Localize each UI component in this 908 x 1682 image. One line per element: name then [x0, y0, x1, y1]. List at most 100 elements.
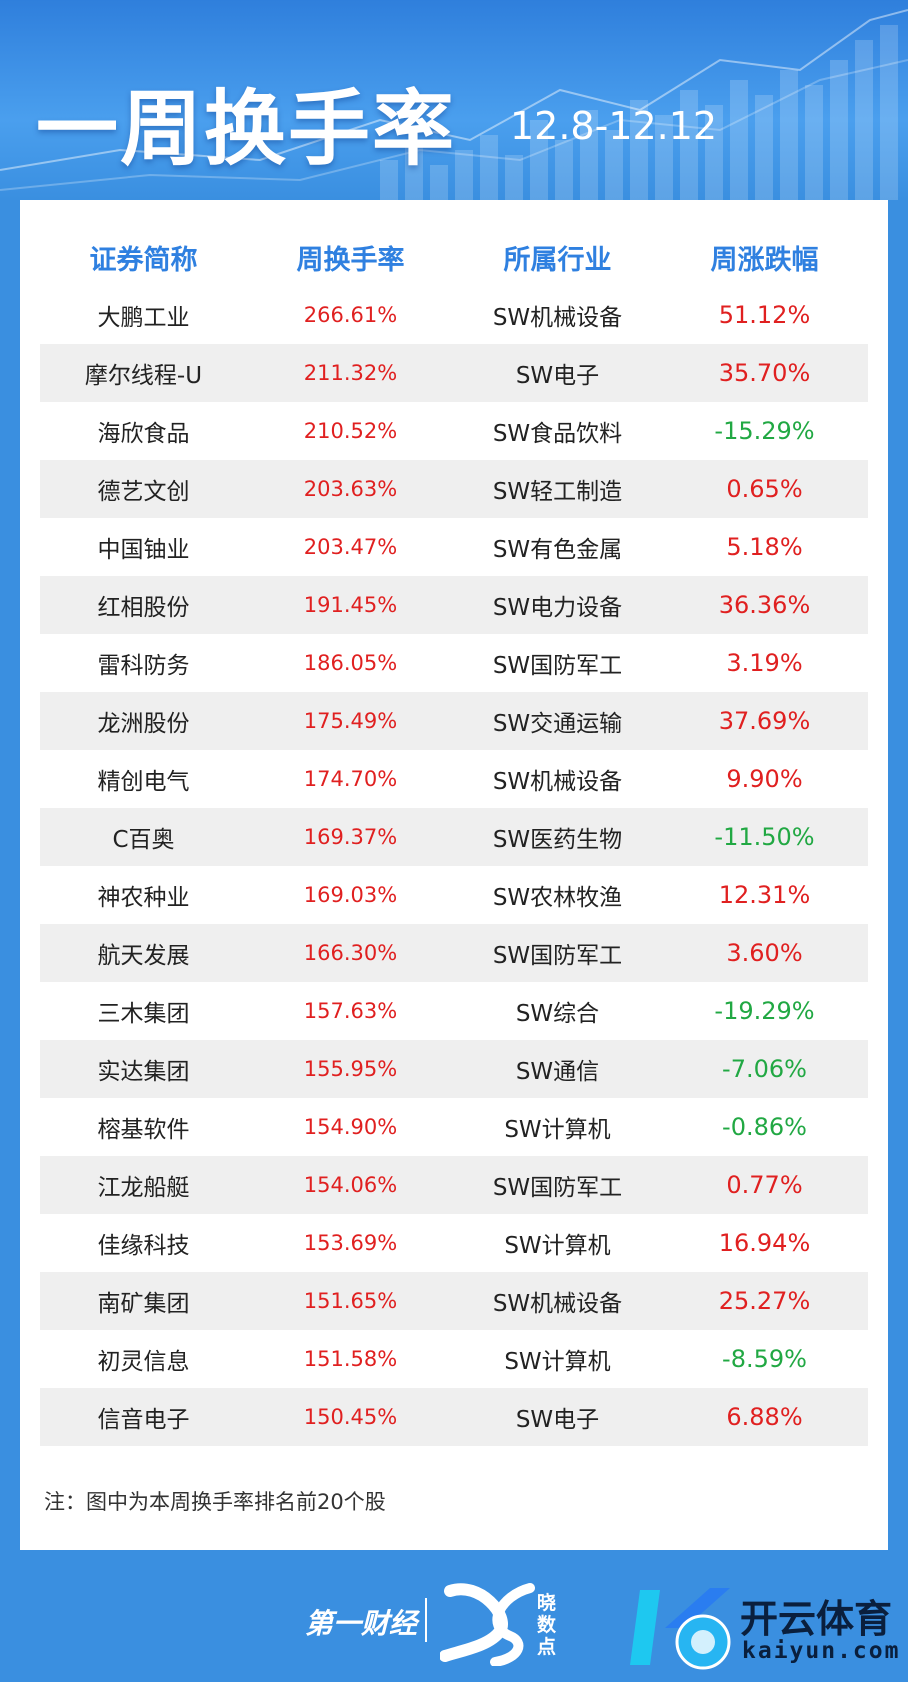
cell-change: -8.59%: [722, 1345, 807, 1373]
footer-divider: [425, 1598, 427, 1642]
cell-turnover: 154.06%: [303, 1173, 398, 1197]
yicai-logo: 第一财经: [305, 1607, 418, 1640]
cell-industry: SW计算机: [504, 1349, 611, 1375]
column-header-name: 证券简称: [89, 244, 198, 276]
cell-change: 3.19%: [726, 649, 803, 677]
cell-industry: SW国防军工: [492, 1175, 623, 1201]
cell-change: -15.29%: [714, 417, 815, 445]
cell-stock-name: 信音电子: [97, 1407, 190, 1433]
turnover-table: 证券简称 周换手率 所属行业 周涨跌幅 大鹏工业 266.61% SW机械设备 51.…: [40, 228, 868, 1446]
table-row: 航天发展 166.30% SW国防军工 3.60%: [40, 924, 868, 982]
cell-change: 16.94%: [718, 1229, 811, 1257]
cell-change: 36.36%: [718, 591, 811, 619]
cell-industry: SW交通运输: [492, 711, 623, 737]
cell-turnover: 186.05%: [303, 651, 398, 675]
kaiyun-logo-icon: [630, 1588, 731, 1670]
xiaoshudian-logo-icon: [440, 1583, 535, 1666]
table-row: 精创电气 174.70% SW机械设备 9.90%: [40, 750, 868, 808]
cell-turnover: 153.69%: [303, 1231, 398, 1255]
cell-turnover: 150.45%: [303, 1405, 398, 1429]
cell-turnover: 174.70%: [303, 767, 398, 791]
table-header: 证券简称 周换手率 所属行业 周涨跌幅: [40, 228, 868, 286]
table-row: 龙洲股份 175.49% SW交通运输 37.69%: [40, 692, 868, 750]
cell-industry: SW国防军工: [492, 653, 623, 679]
cell-stock-name: 大鹏工业: [97, 305, 190, 331]
table-row: 初灵信息 151.58% SW计算机 -8.59%: [40, 1330, 868, 1388]
cell-industry: SW电力设备: [492, 595, 623, 621]
cell-change: -19.29%: [714, 997, 815, 1025]
table-row: 大鹏工业 266.61% SW机械设备 51.12%: [40, 286, 868, 344]
cell-change: -0.86%: [722, 1113, 807, 1141]
cell-stock-name: 精创电气: [97, 769, 190, 795]
table-card: 证券简称 周换手率 所属行业 周涨跌幅 大鹏工业 266.61% SW机械设备 51.…: [20, 200, 888, 1550]
cell-stock-name: C百奥: [112, 827, 175, 853]
cell-turnover: 151.65%: [303, 1289, 398, 1313]
cell-industry: SW通信: [515, 1059, 600, 1085]
cell-turnover: 157.63%: [303, 999, 398, 1023]
cell-turnover: 151.58%: [303, 1347, 398, 1371]
table-row: 海欣食品 210.52% SW食品饮料 -15.29%: [40, 402, 868, 460]
table-row: 实达集团 155.95% SW通信 -7.06%: [40, 1040, 868, 1098]
cell-change: 0.77%: [726, 1171, 803, 1199]
column-header-change: 周涨跌幅: [710, 244, 819, 276]
cell-change: 51.12%: [718, 301, 811, 329]
cell-turnover: 166.30%: [303, 941, 398, 965]
column-header-industry: 所属行业: [503, 244, 612, 276]
cell-stock-name: 雷科防务: [97, 653, 190, 679]
cell-turnover: 211.32%: [303, 361, 398, 385]
xiaoshudian-label: 晓数点: [537, 1592, 557, 1658]
cell-change: 0.65%: [726, 475, 803, 503]
table-row: 信音电子 150.45% SW电子 6.88%: [40, 1388, 868, 1446]
cell-change: -7.06%: [722, 1055, 807, 1083]
cell-industry: SW轻工制造: [492, 479, 623, 505]
cell-turnover: 154.90%: [303, 1115, 398, 1139]
header-banner: 一周换手率 12.8-12.12: [0, 0, 908, 200]
table-row: 德艺文创 203.63% SW轻工制造 0.65%: [40, 460, 868, 518]
cell-turnover: 266.61%: [303, 303, 398, 327]
cell-industry: SW医药生物: [492, 827, 623, 853]
table-row: 佳缘科技 153.69% SW计算机 16.94%: [40, 1214, 868, 1272]
cell-change: 5.18%: [726, 533, 803, 561]
cell-stock-name: 摩尔线程-U: [84, 363, 203, 389]
cell-industry: SW农林牧渔: [492, 885, 623, 911]
cell-stock-name: 龙洲股份: [97, 711, 190, 737]
cell-industry: SW机械设备: [492, 769, 623, 795]
kaiyun-brand-name: 开云体育: [740, 1597, 893, 1641]
cell-stock-name: 南矿集团: [97, 1291, 190, 1317]
cell-turnover: 210.52%: [303, 419, 398, 443]
cell-turnover: 169.37%: [303, 825, 398, 849]
cell-change: 25.27%: [718, 1287, 811, 1315]
kaiyun-url: kaiyun.com: [742, 1638, 901, 1664]
footer: 第一财经 晓数点 开云体育 kaiyun.com: [0, 1550, 908, 1682]
cell-industry: SW食品饮料: [492, 421, 623, 447]
table-row: 三木集团 157.63% SW综合 -19.29%: [40, 982, 868, 1040]
cell-turnover: 203.63%: [303, 477, 398, 501]
table-body: 大鹏工业 266.61% SW机械设备 51.12% 摩尔线程-U 211.32% SW电子…: [40, 286, 868, 1446]
cell-stock-name: 红相股份: [97, 595, 190, 621]
cell-industry: SW综合: [515, 1001, 600, 1027]
cell-stock-name: 江龙船艇: [97, 1175, 190, 1201]
cell-turnover: 175.49%: [303, 709, 398, 733]
cell-turnover: 155.95%: [303, 1057, 398, 1081]
cell-industry: SW国防军工: [492, 943, 623, 969]
cell-industry: SW机械设备: [492, 305, 623, 331]
cell-change: 35.70%: [718, 359, 811, 387]
cell-stock-name: 航天发展: [97, 943, 190, 969]
decorative-bar-chart: [0, 9, 908, 200]
table-row: C百奥 169.37% SW医药生物 -11.50%: [40, 808, 868, 866]
cell-change: 6.88%: [726, 1403, 803, 1431]
table-row: 江龙船艇 154.06% SW国防军工 0.77%: [40, 1156, 868, 1214]
table-row: 南矿集团 151.65% SW机械设备 25.27%: [40, 1272, 868, 1330]
cell-change: 12.31%: [718, 881, 811, 909]
table-row: 榕基软件 154.90% SW计算机 -0.86%: [40, 1098, 868, 1156]
column-header-turnover: 周换手率: [296, 244, 405, 276]
date-range: 12.8-12.12: [510, 104, 718, 148]
cell-change: 3.60%: [726, 939, 803, 967]
table-row: 雷科防务 186.05% SW国防军工 3.19%: [40, 634, 868, 692]
cell-turnover: 169.03%: [303, 883, 398, 907]
cell-industry: SW计算机: [504, 1117, 611, 1143]
cell-stock-name: 海欣食品: [97, 421, 190, 447]
cell-stock-name: 德艺文创: [97, 479, 190, 505]
cell-turnover: 203.47%: [303, 535, 398, 559]
cell-stock-name: 三木集团: [97, 1001, 190, 1027]
